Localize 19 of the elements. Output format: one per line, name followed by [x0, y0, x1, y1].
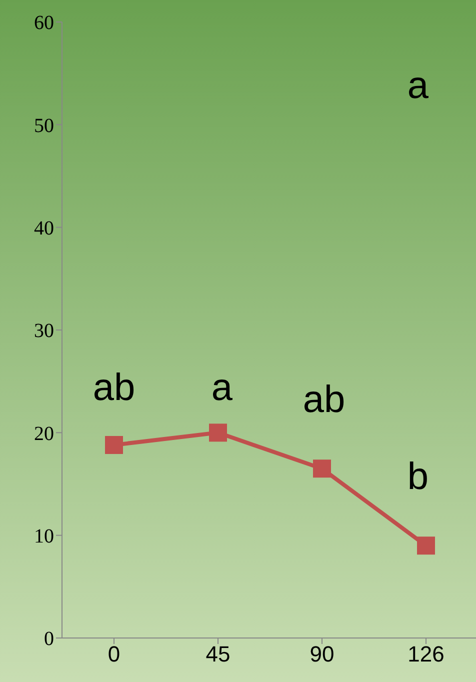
annotation: a: [211, 367, 233, 409]
point: [313, 460, 331, 478]
x-tick-label: 45: [206, 642, 230, 667]
annotation: ab: [92, 367, 136, 409]
x-tick-label: 126: [408, 642, 444, 667]
annotation: ab: [302, 379, 346, 421]
annotation: a: [407, 65, 429, 107]
x-tick-label: 90: [310, 642, 334, 667]
y-tick-label: 60: [34, 12, 54, 34]
y-tick-label: 40: [34, 217, 54, 240]
point: [209, 424, 227, 442]
point: [417, 536, 435, 555]
y-tick-label: 30: [34, 320, 54, 342]
annotation: b: [407, 456, 429, 498]
point: [105, 436, 123, 454]
x-tick-label: 0: [108, 642, 120, 667]
y-tick-label: 50: [34, 114, 54, 137]
y-tick-label: 20: [34, 422, 54, 445]
y-tick-label: 10: [34, 525, 54, 548]
